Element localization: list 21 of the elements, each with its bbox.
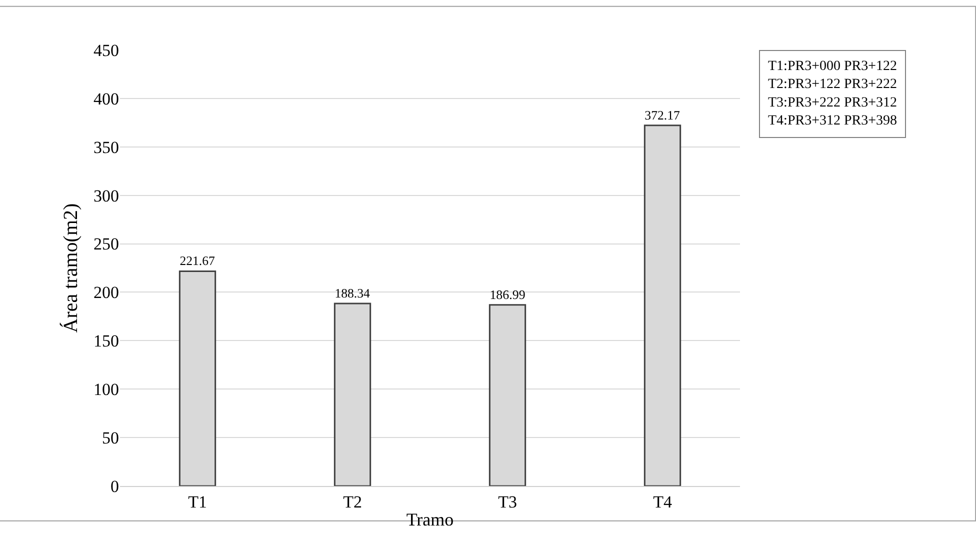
- x-axis-title: Tramo: [406, 510, 454, 530]
- data-label: 186.99: [490, 286, 526, 302]
- x-tick-label: T2: [343, 492, 362, 512]
- text: T1:PR3+000 PR3+122 T2:PR3+122 PR3+222 T3:PR3+222 PR3+312 T4:PR3+312 PR3+398: [768, 59, 897, 129]
- y-tick-label: 300: [94, 186, 119, 206]
- y-tick-label: 50: [102, 428, 119, 448]
- data-label: 188.34: [334, 286, 371, 300]
- y-tick-label: 450: [94, 40, 119, 60]
- y-tick-label: 200: [94, 283, 119, 302]
- y-tick-label: 350: [94, 138, 119, 157]
- y-tick-label: 0: [110, 476, 119, 496]
- y-axis-title: Área tramo(m2): [59, 203, 82, 333]
- data-label: 221.67: [180, 254, 216, 268]
- y-tick-label: 250: [94, 234, 119, 254]
- y-tick-label: 100: [94, 380, 119, 400]
- x-tick-label: T4: [653, 492, 672, 512]
- y-tick-label: 150: [94, 332, 119, 351]
- x-tick-label: T3: [498, 492, 517, 512]
- data-label: 372.17: [644, 108, 681, 122]
- x-tick-label: T1: [188, 492, 207, 512]
- y-tick-label: 400: [94, 89, 119, 108]
